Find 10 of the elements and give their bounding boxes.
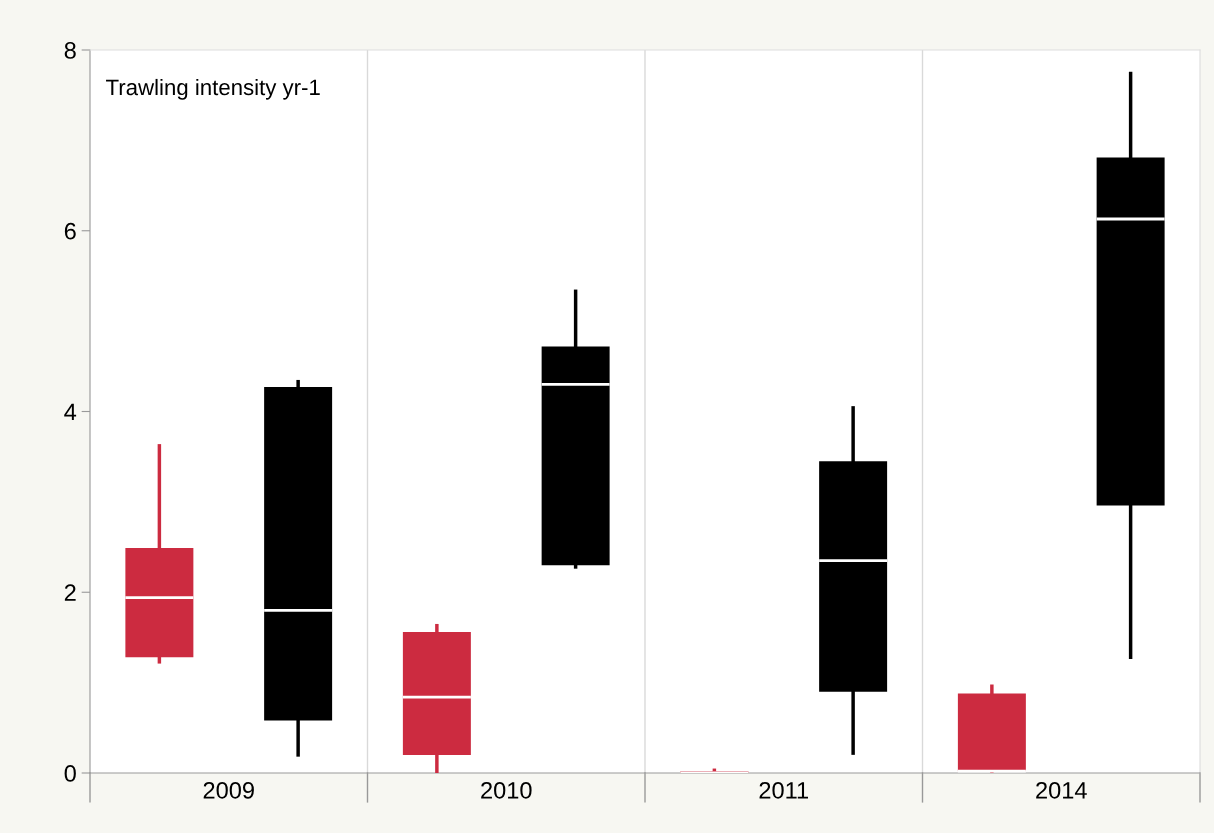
y-tick-label: 6 xyxy=(64,222,76,240)
x-tick-label: 2010 xyxy=(481,781,532,799)
x-tick-label: 2009 xyxy=(203,781,254,799)
annotation: Trawling intensity yr-1 xyxy=(106,78,320,100)
y-tick-label: 8 xyxy=(64,42,76,59)
y-tick-label: 0 xyxy=(64,765,76,782)
y-tick-label: 4 xyxy=(64,403,77,421)
x-tick-label: 2014 xyxy=(1036,781,1087,799)
x-tick-label: 2011 xyxy=(759,781,808,799)
y-tick-label: 2 xyxy=(64,584,76,601)
